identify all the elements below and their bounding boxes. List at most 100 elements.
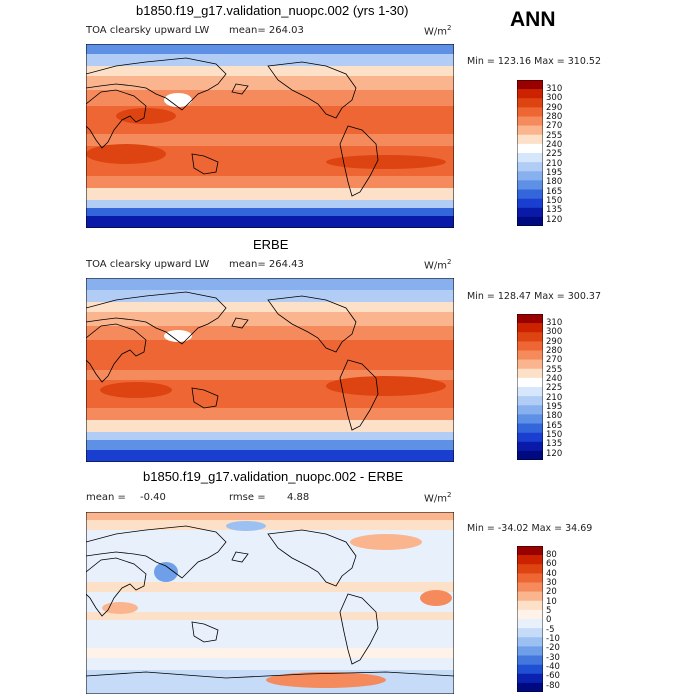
colorbar-swatch — [517, 405, 543, 415]
cb-label: 310 — [546, 84, 563, 94]
colorbar-swatch — [517, 125, 543, 136]
cb-label: 240 — [546, 139, 563, 150]
colorbar-swatch — [517, 80, 543, 90]
cb-label: -40 — [546, 661, 560, 672]
colorbar-swatch — [517, 98, 543, 108]
cb-label: 120 — [546, 214, 563, 225]
cb-label: 195 — [546, 167, 563, 178]
cb-label: 255 — [546, 130, 563, 141]
colorbar-swatch — [517, 368, 543, 379]
cb-label: 225 — [546, 383, 563, 394]
panel-bottom-title: b1850.f19_g17.validation_nuopc.002 - ERB… — [143, 469, 404, 484]
colorbar-swatch — [517, 107, 543, 117]
season-label: ANN — [510, 8, 556, 31]
colorbar-swatch — [517, 573, 543, 583]
cb-label: 60 — [546, 559, 557, 570]
colorbar-swatch — [517, 423, 543, 433]
panel-top-colorbar — [517, 80, 543, 226]
panel-top-units: W/m2 — [424, 24, 452, 38]
panel-top-subtitle: TOA clearsky upward LW — [86, 25, 210, 36]
cb-label: 120 — [546, 448, 563, 459]
panel-top-minmax: Min = 123.16 Max = 310.52 — [467, 56, 601, 67]
cb-label: 300 — [546, 93, 563, 104]
cb-label: 310 — [546, 318, 563, 328]
cb-label: -60 — [546, 671, 560, 682]
panel-bottom-colorbar — [517, 546, 543, 692]
cb-label: 280 — [546, 111, 563, 122]
panel-bottom-rmse-label: rmse = — [229, 492, 266, 503]
cb-label: 290 — [546, 102, 563, 113]
panel-middle-colorbar-labels: 310 300 290 280 270 255 240 225 210 195 … — [546, 318, 563, 459]
colorbar-swatch — [517, 628, 543, 638]
colorbar-swatch — [517, 143, 543, 154]
panel-middle-map — [86, 278, 454, 462]
cb-label: 240 — [546, 373, 563, 384]
colorbar-swatch — [517, 646, 543, 656]
cb-label: 165 — [546, 186, 563, 197]
panel-bottom-rmse-value: 4.88 — [287, 492, 310, 503]
colorbar-swatch — [517, 89, 543, 99]
panel-top-title: b1850.f19_g17.validation_nuopc.002 (yrs … — [136, 3, 409, 18]
panel-bottom-units: W/m2 — [424, 491, 452, 505]
colorbar-bottom-swatches — [517, 546, 543, 692]
cb-label: 195 — [546, 401, 563, 412]
cb-label: 300 — [546, 327, 563, 338]
cb-label: 0 — [546, 615, 552, 626]
panel-middle-mean: mean= 264.43 — [229, 259, 304, 270]
colorbar-swatch — [517, 350, 543, 360]
cb-label: 135 — [546, 439, 563, 450]
panel-top-colorbar-labels: 310 300 290 280 270 255 240 225 210 195 … — [546, 84, 563, 225]
cb-label: 290 — [546, 336, 563, 347]
cb-label: 80 — [546, 550, 557, 560]
cb-label: 180 — [546, 411, 563, 422]
colorbar-swatch — [517, 432, 543, 443]
colorbar-swatch — [517, 682, 543, 692]
cb-label: 210 — [546, 392, 563, 403]
colorbar-swatch — [517, 171, 543, 181]
colorbar-swatch — [517, 609, 543, 620]
colorbar-swatch — [517, 564, 543, 574]
colorbar-swatch — [517, 655, 543, 665]
colorbar-swatch — [517, 441, 543, 452]
cb-label: 135 — [546, 205, 563, 216]
cb-label: 225 — [546, 149, 563, 160]
panel-top-mean: mean= 264.03 — [229, 25, 304, 36]
colorbar-swatch — [517, 314, 543, 324]
cb-label: 270 — [546, 355, 563, 366]
panel-bottom-minmax: Min = -34.02 Max = 34.69 — [467, 523, 593, 534]
cb-label: 20 — [546, 587, 557, 598]
cb-label: 270 — [546, 121, 563, 132]
colorbar-middle-swatches — [517, 314, 543, 460]
colorbar-swatch — [517, 116, 543, 126]
colorbar-swatch — [517, 450, 543, 460]
cb-label: -20 — [546, 643, 560, 654]
cb-label: -30 — [546, 652, 560, 663]
panel-middle-colorbar — [517, 314, 543, 460]
cb-label: 30 — [546, 577, 557, 588]
panel-middle-minmax: Min = 128.47 Max = 300.37 — [467, 291, 601, 302]
panel-bottom-mean-label: mean = — [86, 492, 126, 503]
cb-label: 5 — [546, 605, 552, 616]
colorbar-swatch — [517, 600, 543, 611]
panel-middle-units: W/m2 — [424, 258, 452, 272]
cb-label: -10 — [546, 633, 560, 644]
cb-label: 150 — [546, 195, 563, 206]
panel-bottom-mean-value: -0.40 — [140, 492, 166, 503]
panel-middle-title: ERBE — [253, 237, 289, 252]
panel-bottom-colorbar-labels: 80 60 40 30 20 10 5 0 -5 -10 -20 -30 -40… — [546, 550, 560, 691]
colorbar-swatch — [517, 153, 543, 163]
panel-middle-subtitle: TOA clearsky upward LW — [86, 259, 210, 270]
colorbar-top-swatches — [517, 80, 543, 226]
colorbar-swatch — [517, 323, 543, 333]
colorbar-swatch — [517, 555, 543, 565]
colorbar-swatch — [517, 546, 543, 556]
colorbar-swatch — [517, 180, 543, 190]
colorbar-swatch — [517, 216, 543, 226]
colorbar-swatch — [517, 332, 543, 342]
colorbar-swatch — [517, 377, 543, 388]
cb-label: 180 — [546, 177, 563, 188]
cb-label: 255 — [546, 364, 563, 375]
colorbar-swatch — [517, 414, 543, 424]
colorbar-swatch — [517, 664, 543, 675]
colorbar-swatch — [517, 359, 543, 370]
